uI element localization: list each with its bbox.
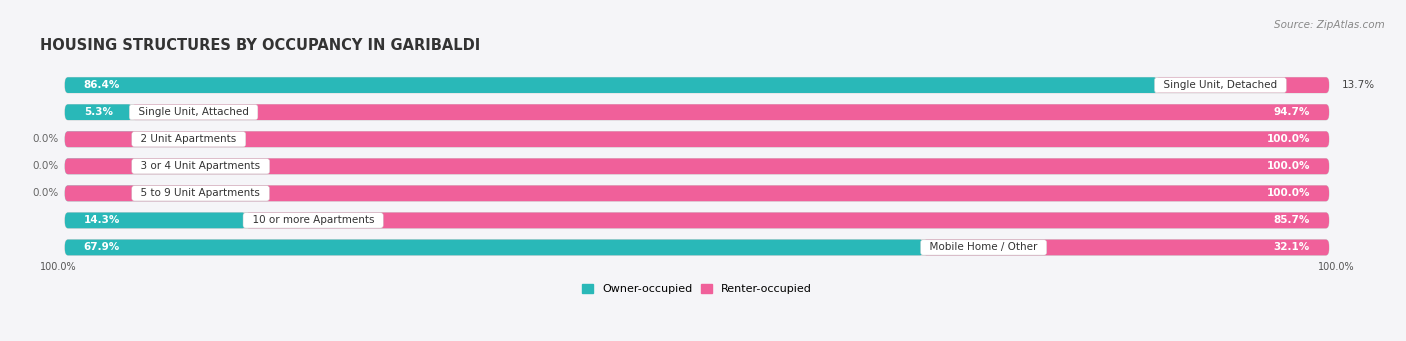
Legend: Owner-occupied, Renter-occupied: Owner-occupied, Renter-occupied (578, 280, 817, 299)
FancyBboxPatch shape (65, 131, 135, 147)
FancyBboxPatch shape (65, 77, 1329, 93)
FancyBboxPatch shape (65, 104, 132, 120)
Text: 100.0%: 100.0% (1267, 188, 1310, 198)
FancyBboxPatch shape (65, 77, 1157, 93)
Text: 100.0%: 100.0% (1267, 134, 1310, 144)
Text: 5 to 9 Unit Apartments: 5 to 9 Unit Apartments (135, 188, 267, 198)
FancyBboxPatch shape (65, 131, 1329, 147)
Text: Source: ZipAtlas.com: Source: ZipAtlas.com (1274, 20, 1385, 30)
Text: 100.0%: 100.0% (39, 262, 76, 272)
Text: 85.7%: 85.7% (1274, 216, 1310, 225)
Text: Single Unit, Attached: Single Unit, Attached (132, 107, 256, 117)
Text: Mobile Home / Other: Mobile Home / Other (924, 242, 1045, 252)
Text: HOUSING STRUCTURES BY OCCUPANCY IN GARIBALDI: HOUSING STRUCTURES BY OCCUPANCY IN GARIB… (39, 38, 479, 53)
FancyBboxPatch shape (65, 240, 1329, 255)
FancyBboxPatch shape (65, 159, 1329, 174)
FancyBboxPatch shape (1156, 77, 1329, 93)
Text: 2 Unit Apartments: 2 Unit Apartments (135, 134, 243, 144)
Text: 100.0%: 100.0% (1317, 262, 1354, 272)
FancyBboxPatch shape (65, 104, 1329, 120)
Text: 0.0%: 0.0% (32, 161, 59, 171)
Text: 0.0%: 0.0% (32, 134, 59, 144)
Text: 100.0%: 100.0% (1267, 161, 1310, 171)
Text: 10 or more Apartments: 10 or more Apartments (246, 216, 381, 225)
Text: 14.3%: 14.3% (84, 216, 121, 225)
FancyBboxPatch shape (132, 104, 1329, 120)
Text: 86.4%: 86.4% (84, 80, 121, 90)
FancyBboxPatch shape (65, 159, 135, 174)
FancyBboxPatch shape (924, 240, 1329, 255)
FancyBboxPatch shape (65, 186, 1329, 201)
FancyBboxPatch shape (65, 212, 1329, 228)
Text: Single Unit, Detached: Single Unit, Detached (1157, 80, 1284, 90)
Text: 67.9%: 67.9% (84, 242, 120, 252)
Text: 5.3%: 5.3% (84, 107, 112, 117)
Text: 94.7%: 94.7% (1274, 107, 1310, 117)
FancyBboxPatch shape (65, 186, 1329, 201)
Text: 32.1%: 32.1% (1274, 242, 1310, 252)
FancyBboxPatch shape (65, 159, 1329, 174)
Text: 0.0%: 0.0% (32, 188, 59, 198)
Text: 3 or 4 Unit Apartments: 3 or 4 Unit Apartments (135, 161, 267, 171)
FancyBboxPatch shape (65, 131, 1329, 147)
Text: 13.7%: 13.7% (1341, 80, 1375, 90)
FancyBboxPatch shape (246, 212, 1329, 228)
FancyBboxPatch shape (65, 186, 135, 201)
FancyBboxPatch shape (65, 212, 246, 228)
FancyBboxPatch shape (65, 240, 924, 255)
